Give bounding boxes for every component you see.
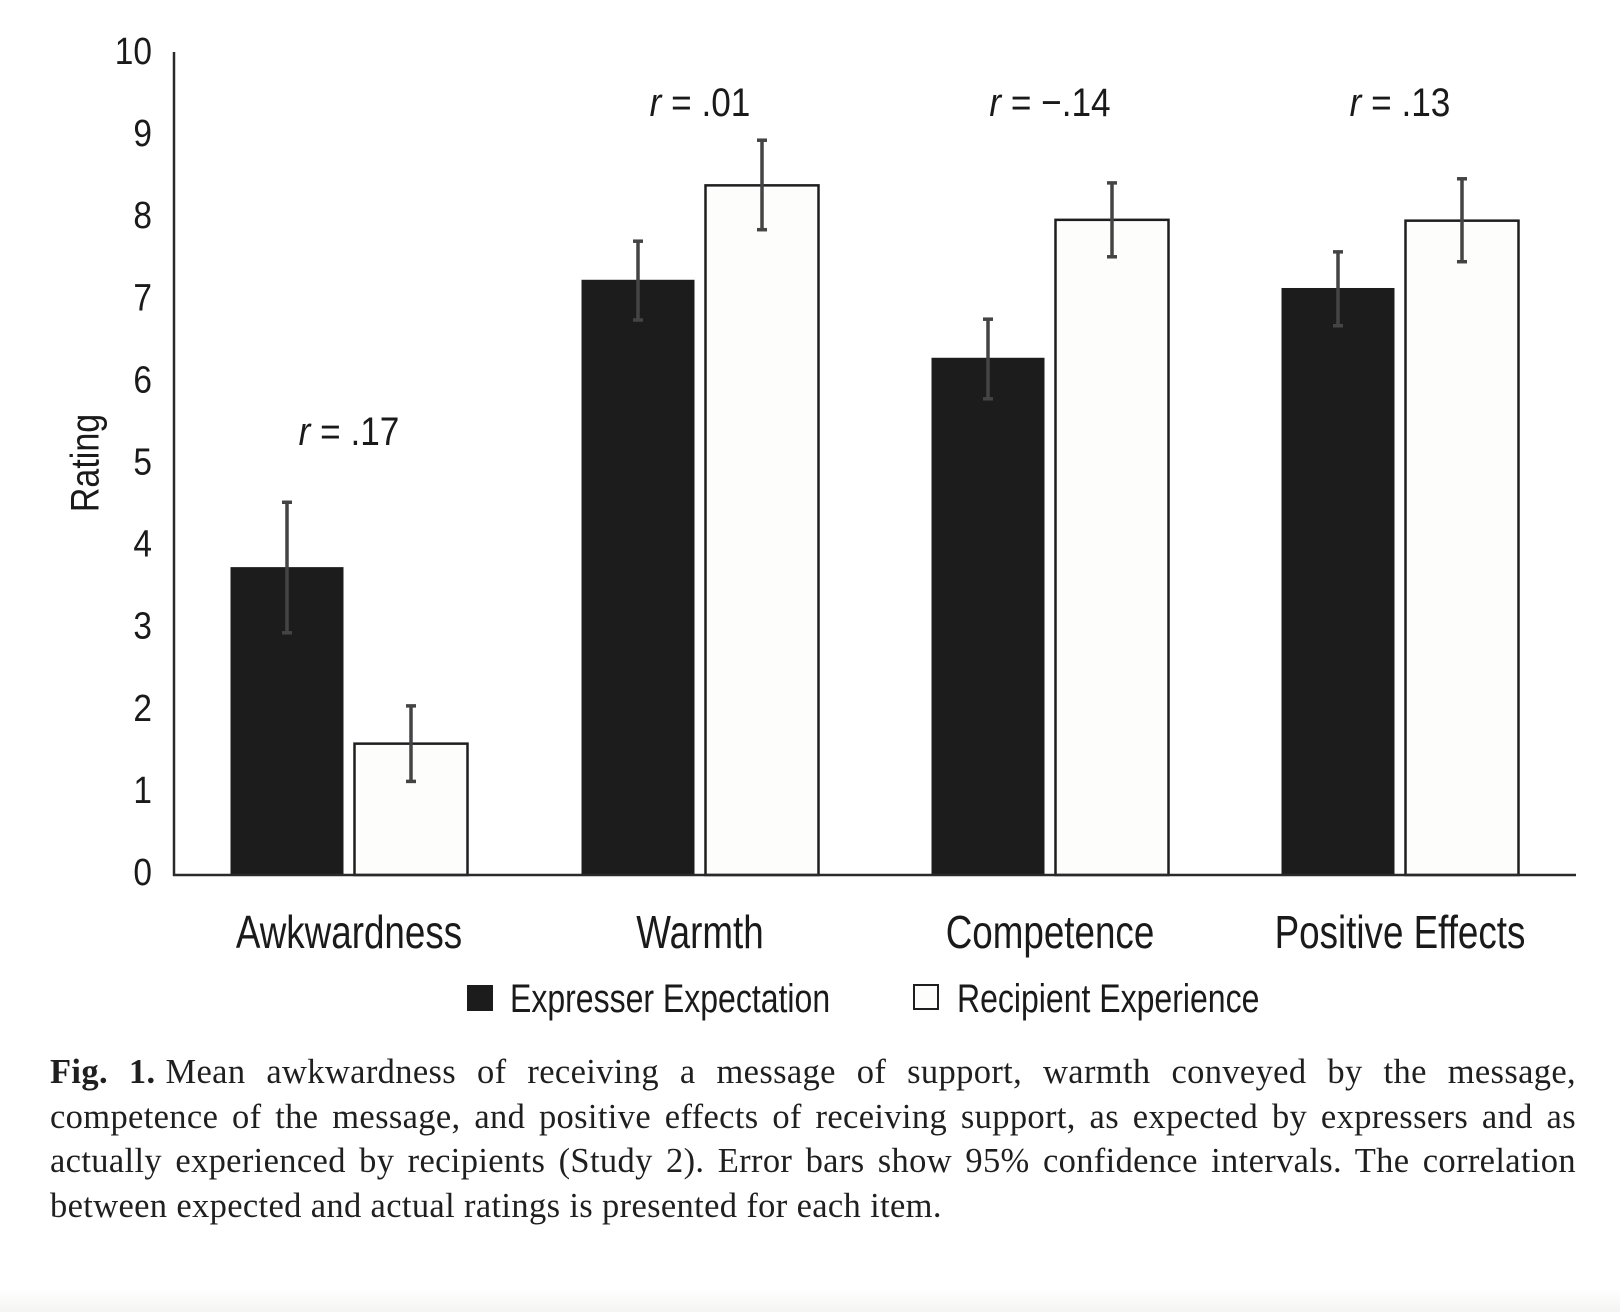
correlation-value: = −.14: [1001, 80, 1111, 125]
legend-item: Recipient Experience: [913, 976, 1259, 1021]
category-label: Awkwardness: [236, 906, 462, 958]
bar-recipient-experience: [1054, 218, 1170, 877]
correlation-label: r = −.14: [989, 80, 1110, 125]
y-axis-title: Rating: [62, 414, 107, 512]
correlation-value: = .13: [1361, 80, 1450, 125]
y-tick-label: 8: [133, 194, 152, 236]
caption-text: Mean awkwardness of receiving a message …: [50, 1053, 1577, 1225]
legend-swatch-dark: [467, 985, 493, 1011]
y-axis-ticks: 0 1 2 3 4 5 6 7 8 9 10: [115, 30, 152, 893]
category-label: Positive Effects: [1275, 906, 1526, 958]
error-bar: [1107, 181, 1117, 259]
correlation-label: r = .17: [299, 409, 400, 454]
y-axis-title-group: Rating: [62, 414, 107, 512]
bar-recipient-experience: [704, 184, 820, 877]
error-bar: [1457, 177, 1467, 264]
legend: Expresser Expectation Recipient Experienc…: [467, 976, 1259, 1021]
y-tick-label: 5: [133, 441, 152, 483]
correlation-symbol: r: [650, 80, 663, 125]
figure-caption: Fig. 1. Mean awkwardness of receiving a m…: [50, 1050, 1576, 1228]
y-tick-label: 2: [133, 687, 152, 729]
correlation-symbol: r: [989, 80, 1002, 125]
error-bar: [406, 704, 416, 784]
y-tick-label: 7: [133, 276, 152, 318]
y-tick-label: 1: [133, 769, 152, 811]
page-bottom-edge: [0, 1290, 1620, 1312]
bar-expresser-expectation: [931, 357, 1045, 875]
legend-item: Expresser Expectation: [467, 976, 830, 1021]
category-labels: Awkwardness Warmth Competence Positive Effe…: [236, 906, 1526, 958]
error-bar: [282, 500, 292, 635]
caption-figure-label: Fig. 1.: [50, 1053, 156, 1091]
error-bar: [633, 239, 643, 322]
correlation-label: r = .01: [650, 80, 751, 125]
error-bar: [757, 138, 767, 232]
y-tick-label: 6: [133, 358, 152, 400]
y-tick-label: 4: [133, 523, 152, 565]
error-bar: [983, 317, 993, 401]
bar-recipient-experience: [1404, 219, 1520, 877]
legend-label: Recipient Experience: [957, 976, 1259, 1021]
error-bars-layer: [282, 138, 1467, 784]
error-bar: [1333, 250, 1343, 328]
bars-layer: [230, 184, 1520, 877]
bar-expresser-expectation: [581, 279, 695, 875]
correlation-symbol: r: [1350, 80, 1363, 125]
category-label: Competence: [946, 906, 1155, 958]
correlation-value: = .01: [661, 80, 750, 125]
legend-label: Expresser Expectation: [510, 976, 830, 1021]
correlation-label: r = .13: [1350, 80, 1451, 125]
bar-expresser-expectation: [1281, 287, 1395, 875]
correlation-annotations: r = .17r = .01 r = −.14 r = .13: [299, 80, 1451, 454]
bar-chart: Rating 0 1 2 3 4 5 6 7 8 9 10 Awkwardness Warmth Com…: [62, 30, 1576, 1021]
y-tick-label: 9: [133, 112, 152, 154]
correlation-symbol: r: [299, 409, 312, 454]
legend-swatch-light: [913, 984, 939, 1010]
y-tick-label: 3: [133, 605, 152, 647]
correlation-value: = .17: [310, 409, 399, 454]
y-tick-label: 0: [133, 851, 152, 893]
category-label: Warmth: [636, 906, 763, 958]
y-tick-label: 10: [115, 30, 152, 72]
